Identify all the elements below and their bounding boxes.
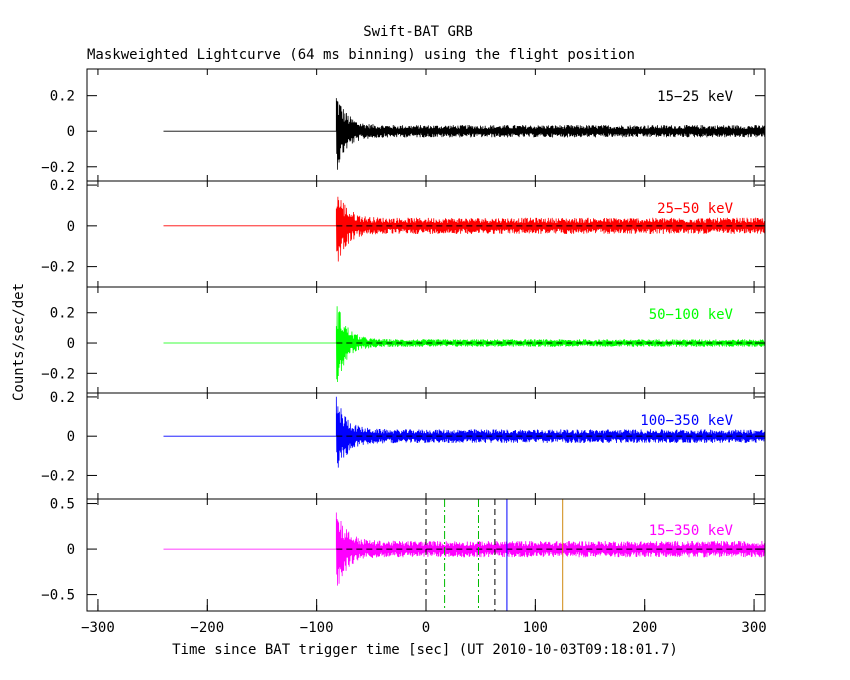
panel-5: −0.5 0 0.5 15−350 keV bbox=[41, 497, 766, 612]
y-tick-label: −0.2 bbox=[41, 260, 75, 276]
x-tick-label: 100 bbox=[523, 620, 548, 636]
y-tick-label: 0.2 bbox=[50, 306, 75, 322]
y-tick-label: −0.2 bbox=[41, 468, 75, 484]
x-tick-label: −200 bbox=[190, 620, 224, 636]
x-tick-label: 200 bbox=[632, 620, 657, 636]
x-axis: −300 −200 −100 0 100 200 300 bbox=[81, 599, 767, 636]
panel-2: −0.2 0 0.2 25−50 keV bbox=[41, 178, 766, 288]
y-tick-label: 0.5 bbox=[50, 497, 75, 513]
panel-frame-2 bbox=[86, 180, 766, 288]
panels: −0.2 0 0.2 15−25 keV −0.2 0 0.2 25−50 keV −0.2 0 0… bbox=[41, 68, 766, 612]
y-tick-label: 0 bbox=[67, 219, 75, 235]
panel-label-4: 100−350 keV bbox=[640, 413, 733, 429]
panel-frame-4 bbox=[86, 392, 766, 500]
x-axis-label: Time since BAT trigger time [sec] (UT 20… bbox=[172, 642, 678, 658]
y-tick-label: 0.2 bbox=[50, 89, 75, 105]
y-tick-label: 0.2 bbox=[50, 390, 75, 406]
y-tick-label: 0.2 bbox=[50, 178, 75, 194]
x-tick-label: 0 bbox=[422, 620, 430, 636]
panel-label-3: 50−100 keV bbox=[649, 307, 734, 323]
panel-3: −0.2 0 0.2 50−100 keV bbox=[41, 286, 766, 394]
y-tick-label: 0 bbox=[67, 429, 75, 445]
series-1-line bbox=[163, 98, 765, 170]
panel-label-5: 15−350 keV bbox=[649, 523, 734, 539]
y-tick-label: 0 bbox=[67, 124, 75, 140]
series-4-line bbox=[163, 396, 765, 468]
y-tick-label: 0 bbox=[67, 542, 75, 558]
x-tick-label: 300 bbox=[741, 620, 766, 636]
panel-label-1: 15−25 keV bbox=[657, 89, 733, 105]
y-tick-label: −0.5 bbox=[41, 588, 75, 604]
y-tick-label: −0.2 bbox=[41, 160, 75, 176]
x-tick-label: −100 bbox=[300, 620, 334, 636]
panel-frame-1 bbox=[86, 68, 766, 182]
y-tick-label: 0 bbox=[67, 336, 75, 352]
panel-label-2: 25−50 keV bbox=[657, 201, 733, 217]
y-tick-label: −0.2 bbox=[41, 366, 75, 382]
chart-subtitle: Maskweighted Lightcurve (64 ms binning) … bbox=[87, 47, 635, 63]
panel-4: −0.2 0 0.2 100−350 keV bbox=[41, 390, 766, 500]
panel-1: −0.2 0 0.2 15−25 keV bbox=[41, 68, 766, 182]
x-tick-label: −300 bbox=[81, 620, 115, 636]
chart-title: Swift-BAT GRB bbox=[363, 24, 473, 40]
series-5-line bbox=[163, 512, 765, 586]
y-axis-label: Counts/sec/det bbox=[11, 283, 27, 401]
